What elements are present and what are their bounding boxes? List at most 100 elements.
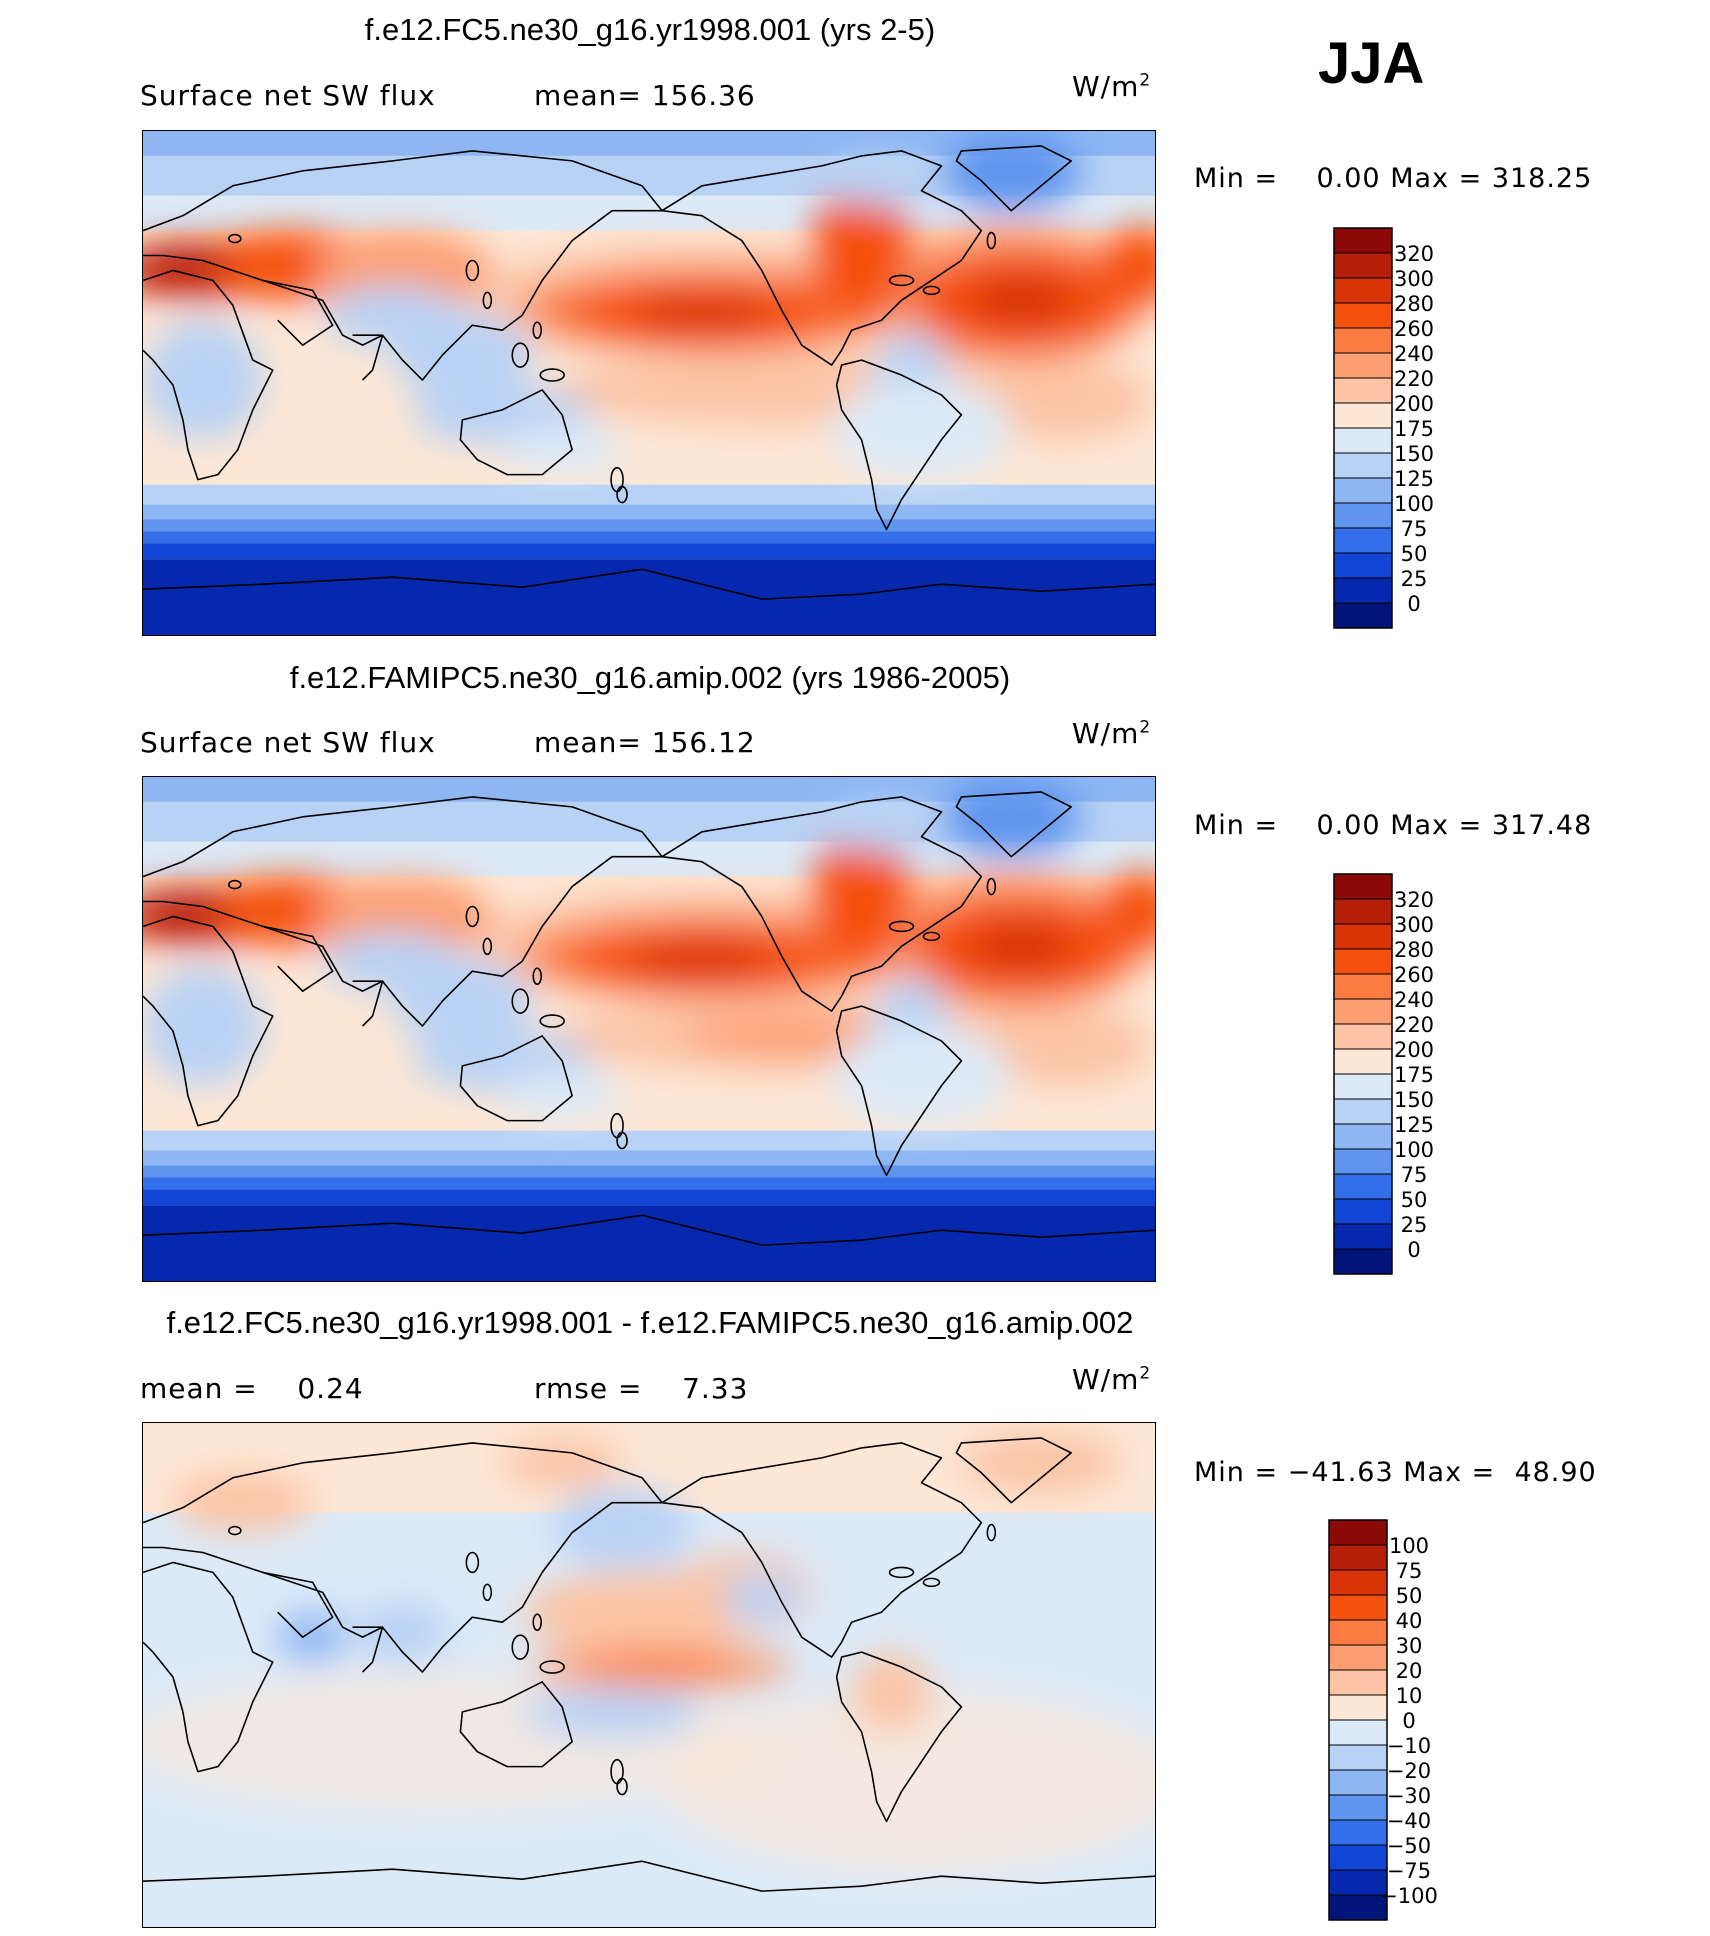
colorbar-swatch — [1328, 1844, 1388, 1871]
field-blob — [392, 310, 533, 400]
colorbar-swatch — [1333, 1173, 1393, 1200]
coastline-island — [482, 1583, 493, 1602]
colorbar-swatch — [1333, 1098, 1393, 1125]
field-blob — [961, 1432, 1122, 1493]
colorbar-swatch — [1328, 1594, 1388, 1621]
field-blob — [143, 320, 263, 440]
coastline-island — [616, 1131, 628, 1150]
colorbar-swatch — [1328, 1719, 1388, 1746]
coastline-island — [888, 274, 915, 287]
field-blob — [821, 155, 942, 206]
colorbar-tick-label: 240 — [1394, 342, 1434, 366]
coastline-arabia — [262, 279, 334, 346]
coastline-island — [511, 342, 530, 368]
coastline-africa — [143, 915, 274, 1127]
colorbar-swatch — [1333, 898, 1393, 925]
colorbar-swatch — [1333, 377, 1393, 404]
colorbar-swatch — [1333, 552, 1393, 579]
colorbar-tick-label: −75 — [1387, 1859, 1431, 1883]
field-band — [143, 1177, 1155, 1190]
panel-1-units: W/m2 — [1072, 70, 1152, 103]
colorbar-tick-label: 75 — [1396, 1559, 1423, 1583]
colorbar-tick-label: 20 — [1396, 1659, 1423, 1683]
colorbar-swatch — [1333, 1223, 1393, 1250]
coastline-africa — [143, 1561, 274, 1773]
coastline-island — [616, 1777, 628, 1796]
coastlines — [143, 791, 1155, 1246]
colorbar-swatch — [1333, 527, 1393, 554]
panel-2-mean-label: mean= 156.12 — [534, 726, 756, 759]
colorbar-swatch — [1328, 1669, 1388, 1696]
colorbar-swatch — [1328, 1644, 1388, 1671]
colorbar-swatch — [1333, 327, 1393, 354]
panel-3-minmax: Min = −41.63 Max = 48.90 — [1194, 1457, 1597, 1488]
field-blob — [502, 1070, 623, 1121]
field-blob — [172, 1472, 313, 1533]
field-band — [143, 1205, 1155, 1281]
panel-2-title: f.e12.FAMIPC5.ne30_g16.amip.002 (yrs 198… — [289, 660, 1011, 695]
colorbar-swatch — [1333, 1148, 1393, 1175]
coastline-island — [228, 233, 242, 244]
coastline-arabia — [262, 925, 334, 992]
colorbar-swatch — [1333, 973, 1393, 1000]
colorbar-swatch — [1328, 1769, 1388, 1796]
field-blob — [502, 424, 623, 475]
colorbar-swatch — [1333, 998, 1393, 1025]
field-blob — [502, 1437, 623, 1488]
colorbar-tick-label: −20 — [1387, 1759, 1431, 1783]
colorbar-tick-label: 0 — [1407, 1238, 1420, 1262]
panel-3-map-canvas — [143, 1423, 1155, 1927]
panel-1-map-canvas — [143, 131, 1155, 635]
panel-1-colorbar: 320 300 280 260 240 220 200 175 150 125 100 75 50 25 0 — [1333, 227, 1494, 635]
colorbar-tick-label: 300 — [1394, 913, 1434, 937]
coastline-island — [465, 1551, 480, 1574]
coastline-island — [616, 485, 628, 504]
colorbar-tick-label: 25 — [1401, 567, 1428, 591]
panel-1-variable-label: Surface net SW flux — [140, 79, 436, 112]
colorbar-swatch — [1333, 502, 1393, 529]
panel-1-map — [142, 130, 1156, 636]
coastline-island — [922, 285, 941, 296]
coastline-australia — [459, 1035, 573, 1122]
coastline-island — [922, 931, 941, 942]
coastline-india — [352, 1626, 384, 1673]
field-band — [143, 1189, 1155, 1206]
colorbar-swatch — [1328, 1694, 1388, 1721]
panel-3-mean-label: mean = 0.24 — [140, 1372, 364, 1405]
coastline-australia — [459, 389, 573, 476]
colorbar-tick-label: 200 — [1394, 1038, 1434, 1062]
coastline-greenland — [955, 1437, 1072, 1504]
field-blob — [971, 360, 1152, 440]
colorbar-tick-label: 150 — [1394, 442, 1434, 466]
coastline-south-america — [835, 1651, 963, 1823]
panel-1-title: f.e12.FC5.ne30_g16.yr1998.001 (yrs 2-5) — [364, 12, 936, 47]
panel-3-units: W/m2 — [1072, 1363, 1152, 1396]
colorbar-tick-label: 100 — [1394, 492, 1434, 516]
field-blob — [552, 1487, 692, 1568]
colorbar-tick-label: 50 — [1396, 1584, 1423, 1608]
panel-1-minmax: Min = 0.00 Max = 318.25 — [1194, 163, 1593, 194]
field-blob — [1101, 225, 1155, 306]
panel-3-map — [142, 1422, 1156, 1928]
colorbar-swatch — [1333, 252, 1393, 279]
colorbar-frame — [1333, 873, 1393, 1275]
colorbar-swatch — [1333, 923, 1393, 950]
field-blob — [632, 942, 772, 979]
panel-3-title: f.e12.FC5.ne30_g16.yr1998.001 - f.e12.FA… — [166, 1305, 1134, 1340]
colorbar-tick-label: 280 — [1394, 292, 1434, 316]
field-blob — [277, 1612, 348, 1663]
colorbar-swatch — [1333, 602, 1393, 629]
coastline-island — [465, 259, 480, 282]
coastline-island — [888, 1566, 915, 1579]
colorbar-tick-label: 75 — [1401, 517, 1428, 541]
panel-3-colorbar: 100 75 50 40 30 20 10 0 −10 −20 −30 −40 −50 −75 −100 — [1328, 1519, 1489, 1927]
colorbar-swatch — [1328, 1819, 1388, 1846]
field-band — [143, 1130, 1155, 1151]
coastline-island — [482, 291, 493, 310]
coastline-south-america — [835, 1005, 963, 1177]
field-blob — [966, 275, 1077, 326]
coastline-island — [539, 1014, 565, 1028]
field-blob — [1101, 871, 1155, 952]
coastline-antarctica — [143, 568, 1155, 600]
field-blobs — [143, 777, 1155, 1126]
